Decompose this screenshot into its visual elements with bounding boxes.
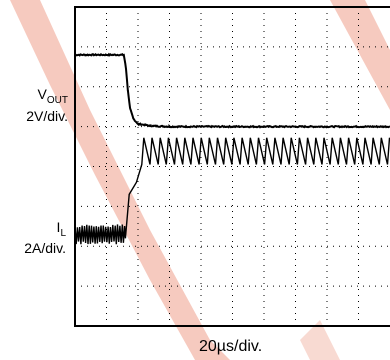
vout-trace: [74, 52, 390, 129]
vout-label-subscript: OUT: [46, 95, 68, 106]
il-trace: [74, 137, 390, 245]
vout-label-name: V: [37, 86, 47, 102]
il-label: IL: [56, 219, 66, 239]
il-label-subscript: L: [60, 228, 66, 239]
il-scale: 2A/div.: [24, 240, 66, 256]
vout-label: VOUT: [37, 86, 68, 106]
il-label-name: I: [56, 219, 61, 235]
time-scale-label: 20µs/div.: [199, 338, 263, 355]
vout-scale: 2V/div.: [26, 108, 68, 124]
